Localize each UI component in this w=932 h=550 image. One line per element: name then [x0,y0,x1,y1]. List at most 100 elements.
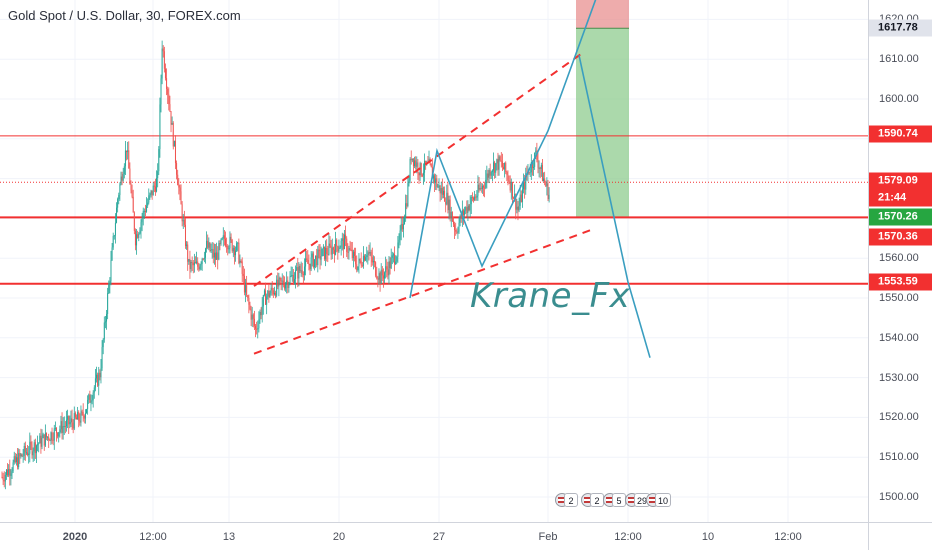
candle-body [253,318,255,326]
candle-body [163,51,165,69]
candle-body [101,347,103,369]
candle-body [183,219,185,225]
candle-body [488,170,490,178]
candle-body [58,432,60,437]
candle-body [249,304,251,309]
candle-body [44,432,46,446]
candle-body [325,247,327,260]
candle-body [539,167,541,169]
candle-body [238,242,240,264]
candle-body [209,242,211,252]
candle-body [208,242,210,248]
candle-body [41,437,43,447]
candle-body [336,239,338,247]
candle-body [407,183,409,207]
event-count-badge[interactable]: 2 [590,493,604,507]
time-tick-label: 13 [222,531,236,543]
candle-body [136,234,138,246]
time-tick-label: 27 [432,531,446,543]
candle-body [172,122,174,147]
candle-body [269,293,271,298]
candle-body [231,240,233,252]
candle-body [9,468,11,476]
candle-body [292,275,294,284]
candle-body [59,429,61,433]
candle-body [277,279,279,287]
candle-body [543,178,545,182]
event-count-badge[interactable]: 2 [564,493,578,507]
candle-body [540,165,542,169]
candle-body [523,182,525,190]
candle-body [107,293,109,314]
candle-body [162,48,164,52]
candle-body [73,413,75,429]
candle-body [472,197,474,200]
candle-body [8,468,10,476]
candle-body [533,166,535,168]
candle-body [411,158,413,161]
candle-body [117,199,119,208]
candle-body [3,479,5,482]
candle-body [286,280,288,284]
candle-body [222,235,224,239]
channel-lower-line [253,229,591,355]
candle-body [174,140,176,164]
candle-body [67,416,69,420]
candle-body [221,238,223,240]
candle-body [528,171,530,174]
price-tick-label: 1550.00 [879,292,919,304]
candle-body [278,277,280,287]
candle-body [387,269,389,276]
candle-body [395,261,397,264]
candle-body [103,322,105,340]
candle-body [289,276,291,284]
candle-body [199,265,201,270]
candle-body [164,68,166,79]
candle-body [432,175,434,179]
candle-body [310,257,312,270]
chart-canvas[interactable]: Gold Spot / U.S. Dollar, 30, FOREX.com K… [0,0,868,522]
symbol-title[interactable]: Gold Spot / U.S. Dollar, 30, FOREX.com [8,8,241,23]
candle-body [120,176,122,185]
candle-body [190,262,192,270]
candle-body [133,212,135,231]
candle-body [391,255,393,258]
candle-body [513,197,515,199]
candle-body [122,174,124,181]
candle-body [295,270,297,279]
event-count-badge[interactable]: 5 [612,493,626,507]
candle-body [139,230,141,234]
candle-body [245,285,247,293]
candle-body [487,173,489,178]
candle-body [372,260,374,263]
candle-body [54,427,56,429]
candle-body [266,296,268,305]
candle-body [518,205,520,211]
candle-body [479,187,481,190]
candle-body [226,245,228,247]
candle-body [544,178,546,183]
candle-body [171,122,173,125]
candle-body [469,204,471,211]
candle-body [514,194,516,199]
time-axis[interactable]: 2020 12:00 13 20 27 Feb 12:00 10 12:00 [0,522,868,550]
price-axis[interactable]: 1500.00 1510.00 1520.00 1530.00 1540.00 1550.… [868,0,932,522]
event-count-badge[interactable]: 10 [655,493,672,507]
time-tick-label: 20 [332,531,346,543]
chart-svg [0,0,868,522]
candle-body [111,247,113,261]
candle-body [442,190,444,195]
price-tick-label: 1600.00 [879,93,919,105]
candle-body [399,230,401,240]
candle-body [146,205,148,212]
candle-body [182,219,184,222]
price-tick-label: 1610.00 [879,53,919,66]
candle-body [332,247,334,250]
candle-body [345,234,347,239]
candle-body [503,166,505,170]
author-watermark: Krane_Fx [470,276,631,316]
candle-body [482,186,484,188]
candle-body [39,435,41,444]
candle-body [88,394,90,400]
candle-body [150,190,152,194]
